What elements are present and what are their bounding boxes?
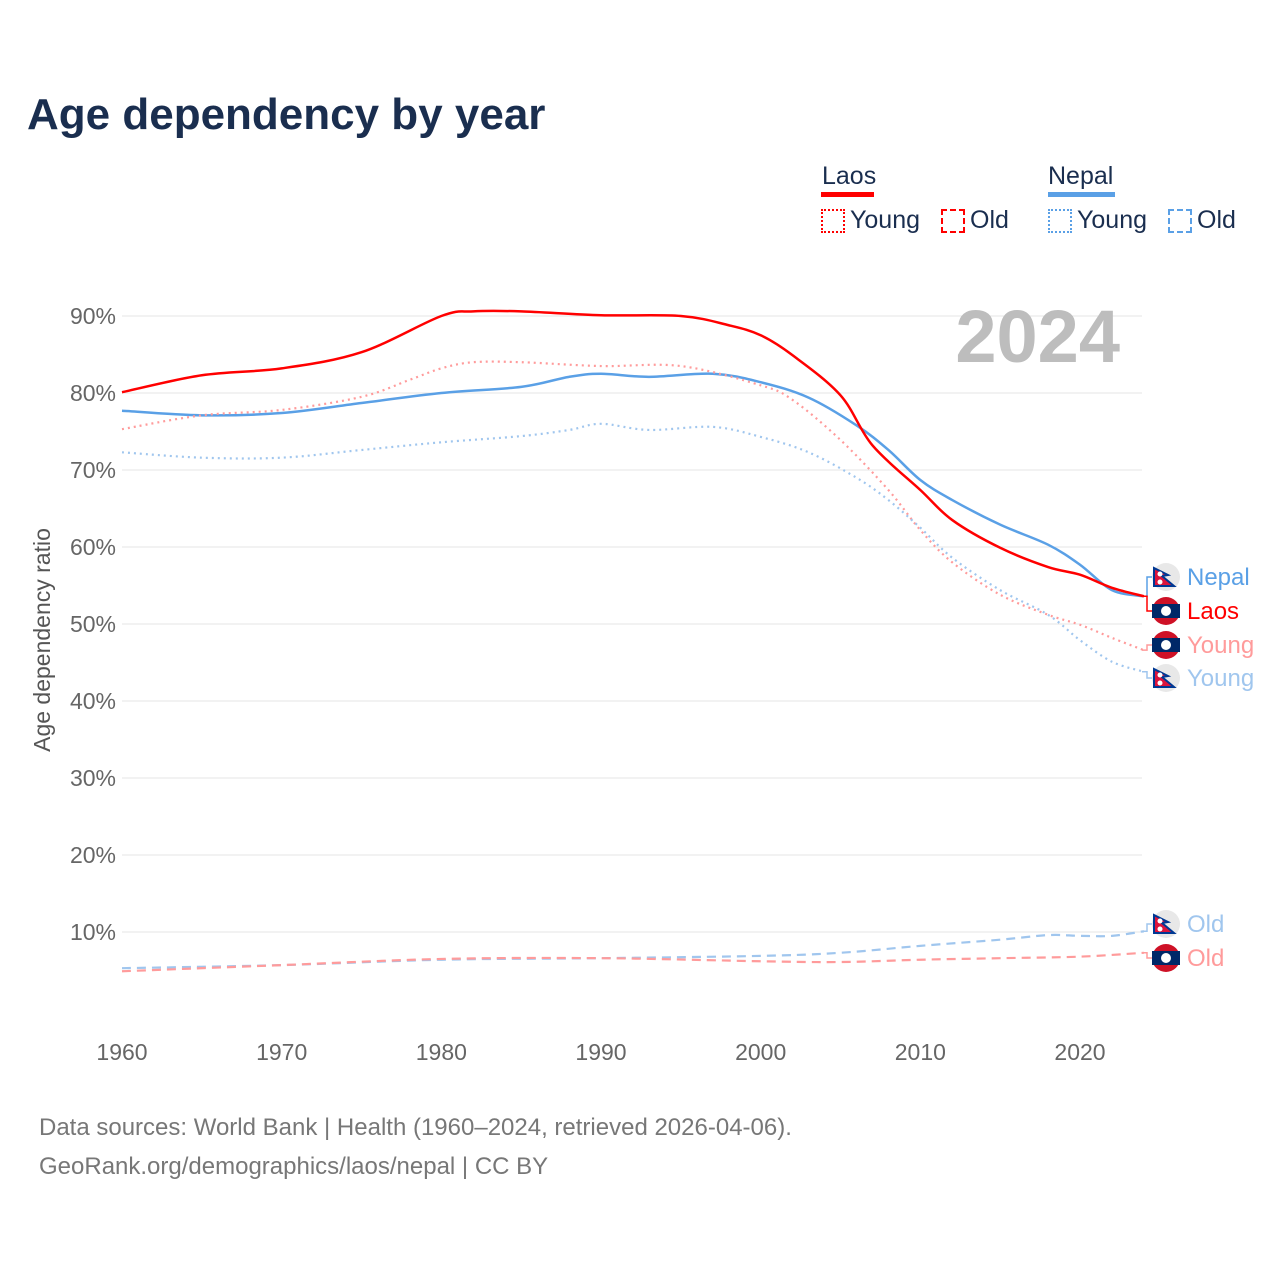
- series-end-label: Nepal: [1187, 564, 1250, 591]
- nepal-flag-icon: [1152, 664, 1180, 692]
- y-tick-label: 80%: [70, 380, 116, 406]
- label-connector: [1142, 952, 1152, 959]
- series-line-nepal: [121, 372, 1145, 598]
- series-end-label: Old: [1187, 945, 1224, 972]
- series-line-laos-old: [121, 951, 1144, 973]
- nepal-flag-icon: [1152, 563, 1180, 591]
- source-text: Data sources: World Bank | Health (1960–…: [39, 1114, 792, 1141]
- x-tick-label: 2020: [1054, 1039, 1105, 1065]
- dashed-swatch-icon: [941, 208, 965, 233]
- legend-laos-old[interactable]: Old: [941, 206, 1009, 235]
- legend-nepal-swatch: [1048, 192, 1115, 197]
- x-tick-label: 1960: [96, 1039, 147, 1065]
- y-tick-label: 50%: [70, 611, 116, 637]
- year-label: 2024: [955, 295, 1120, 378]
- label-connector: [1142, 923, 1152, 932]
- series-line-laos: [121, 309, 1145, 598]
- series-line-nepal-old: [121, 930, 1145, 970]
- footer: Data sources: World Bank | Health (1960–…: [39, 1108, 792, 1186]
- dotted-swatch-icon: [1048, 208, 1072, 233]
- laos-flag-icon: [1152, 597, 1180, 625]
- y-tick-label: 40%: [70, 688, 116, 714]
- y-tick-label: 90%: [70, 303, 116, 329]
- dotted-swatch-icon: [821, 208, 845, 233]
- attribution-link[interactable]: GeoRank.org/demographics/laos/nepal | CC…: [39, 1153, 549, 1180]
- legend-laos-label: Laos: [822, 162, 877, 190]
- legend-nepal-old[interactable]: Old: [1168, 206, 1236, 235]
- y-tick-label: 30%: [70, 765, 116, 791]
- legend-nepal-label: Nepal: [1048, 162, 1114, 190]
- label-connector: [1142, 576, 1152, 598]
- legend-label: Young: [850, 206, 920, 234]
- legend-label: Old: [1197, 206, 1236, 234]
- legend-label: Old: [970, 206, 1009, 234]
- y-tick-label: 10%: [70, 919, 116, 945]
- legend-laos-swatch: [821, 192, 874, 197]
- dashed-swatch-icon: [1168, 208, 1192, 233]
- laos-flag-icon: [1152, 631, 1180, 659]
- series-end-label: Old: [1187, 911, 1224, 938]
- y-tick-label: 20%: [70, 842, 116, 868]
- label-connector: [1142, 670, 1152, 679]
- x-tick-label: 1990: [575, 1039, 626, 1065]
- series-end-label: Young: [1187, 632, 1254, 659]
- y-tick-label: 60%: [70, 534, 116, 560]
- y-axis-label: Age dependency ratio: [29, 528, 55, 752]
- x-tick-label: 2010: [895, 1039, 946, 1065]
- series-line-laos-young: [121, 360, 1145, 652]
- legend-laos-young[interactable]: Young: [821, 206, 920, 235]
- nepal-flag-icon: [1152, 910, 1180, 938]
- x-tick-label: 1970: [256, 1039, 307, 1065]
- legend-label: Young: [1077, 206, 1147, 234]
- chart-title: Age dependency by year: [27, 90, 546, 139]
- x-tick-label: 1980: [416, 1039, 467, 1065]
- series-end-label: Young: [1187, 665, 1254, 692]
- laos-flag-icon: [1152, 944, 1180, 972]
- label-connector: [1142, 595, 1152, 612]
- y-tick-label: 70%: [70, 457, 116, 483]
- x-tick-label: 2000: [735, 1039, 786, 1065]
- series-end-label: Laos: [1187, 598, 1239, 625]
- label-connector: [1142, 644, 1152, 651]
- series-line-nepal-young: [121, 422, 1145, 673]
- legend-nepal-young[interactable]: Young: [1048, 206, 1147, 235]
